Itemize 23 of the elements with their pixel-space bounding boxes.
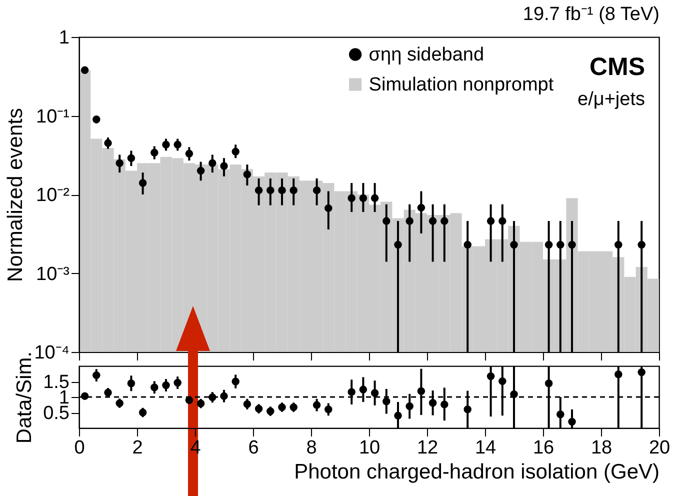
annotation: e/μ+jets bbox=[578, 89, 645, 110]
y-tick-label: 1 bbox=[58, 28, 70, 48]
annotation: CMS bbox=[589, 53, 645, 81]
legend-label: σηη sideband bbox=[368, 44, 484, 66]
x-tick-label: 14 bbox=[474, 438, 496, 458]
x-tick-label: 2 bbox=[132, 438, 143, 458]
x-tick-label: 8 bbox=[306, 438, 317, 458]
legend-label: Simulation nonprompt bbox=[368, 74, 554, 96]
y-axis-title: Normalized events bbox=[4, 108, 28, 282]
x-axis-title: Photon charged-hadron isolation (GeV) bbox=[294, 460, 660, 484]
chart-title: 19.7 fb⁻¹ (8 TeV) bbox=[522, 4, 660, 25]
x-tick-label: 12 bbox=[416, 438, 438, 458]
y-tick-label: 10⁻³ bbox=[36, 264, 70, 285]
y-axis-title: Data/Sim. bbox=[13, 351, 36, 444]
y-tick-label: 10⁻⁴ bbox=[34, 342, 70, 364]
x-tick-label: 18 bbox=[590, 438, 612, 458]
x-tick-label: 10 bbox=[358, 438, 380, 458]
y-tick-label: 10⁻² bbox=[36, 185, 70, 206]
x-tick-label: 6 bbox=[248, 438, 259, 458]
x-tick-label: 0 bbox=[74, 438, 85, 458]
x-tick-label: 20 bbox=[648, 438, 670, 458]
x-tick-label: 16 bbox=[532, 438, 554, 458]
y-tick-label: 10⁻¹ bbox=[36, 106, 70, 128]
